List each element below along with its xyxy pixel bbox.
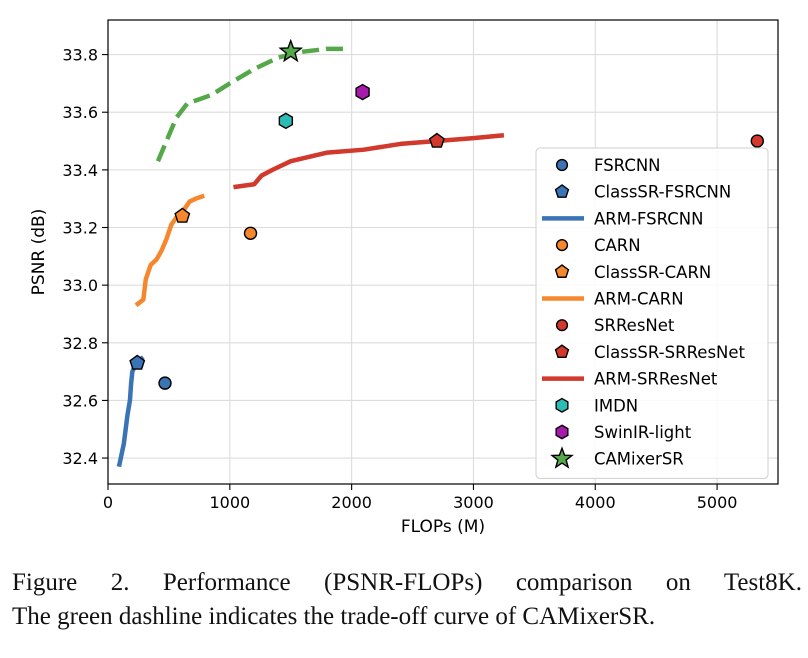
psnr-flops-chart: 0 1000 2000 3000 4000 5000 32.4 32.6 32.8 33.0 33.… [29, 19, 779, 537]
legend-swatch-imdn [555, 397, 569, 413]
series-layer [116, 38, 764, 468]
legend-box [535, 147, 769, 479]
legend-swatch-classsr-srresnet [554, 344, 570, 359]
legend-label-arm-fsrcnn: ARM-FSRCNN [594, 209, 703, 228]
legend-label-arm-srresnet: ARM-SRResNet [594, 370, 718, 389]
x-tick-label: 3000 [453, 493, 494, 512]
point-imdn [278, 112, 294, 130]
point-swinir-light [355, 83, 370, 101]
legend-label-classsr-carn: ClassSR-CARN [594, 263, 711, 282]
series-line-arm-fsrcnn [116, 355, 145, 468]
y-tick-label: 32.8 [62, 334, 98, 353]
legend-label-fsrcnn: FSRCNN [594, 156, 661, 175]
point-classsr-srresnet [428, 132, 445, 148]
x-tick-label: 2000 [331, 493, 372, 512]
legend-label-arm-carn: ARM-CARN [594, 290, 684, 309]
legend-label-srresnet: SRResNet [594, 316, 675, 335]
y-tick-label: 33.0 [62, 276, 98, 295]
legend-swatch-classsr-fsrcnn [554, 184, 570, 198]
x-tick-label: 0 [103, 493, 113, 512]
series-line-arm-carn [134, 193, 205, 308]
legend-swatch-swinir-light [555, 424, 569, 440]
legend-label-classsr-srresnet: ClassSR-SRResNet [594, 343, 746, 362]
y-tick-label: 33.6 [62, 103, 98, 122]
legend: FSRCNN ClassSR-FSRCNN ARM-FSRCNN CARN ClassS… [535, 147, 769, 479]
caption-line-2: The green dashline indicates the trade-o… [12, 603, 656, 630]
plot-frame [107, 19, 779, 485]
y-tick-label: 33.4 [62, 161, 98, 180]
legend-label-carn: CARN [594, 236, 641, 255]
x-tick-label: 1000 [209, 493, 250, 512]
legend-swatch-classsr-carn [554, 264, 570, 278]
x-axis-label: FLOPs (M) [401, 517, 485, 537]
legend-label-imdn: IMDN [594, 396, 638, 415]
point-classsr-carn [174, 207, 191, 223]
legend-swatch-srresnet [555, 319, 569, 332]
y-axis-label: PSNR (dB) [29, 209, 49, 296]
point-carn [243, 226, 258, 240]
caption-line-1: Figure 2. Performance (PSNR-FLOPs) compa… [12, 569, 802, 596]
series-line-arm-srresnet [233, 133, 505, 190]
axes: 0 1000 2000 3000 4000 5000 32.4 32.6 32.8 33.0 33.… [62, 46, 737, 512]
point-camixersr [278, 38, 304, 63]
legend-label-classsr-fsrcnn: ClassSR-FSRCNN [594, 183, 731, 202]
y-tick-label: 32.4 [62, 449, 98, 468]
x-tick-label: 5000 [697, 493, 738, 512]
point-srresnet [750, 134, 764, 148]
legend-swatch-carn [555, 239, 569, 252]
x-tick-label: 4000 [575, 493, 616, 512]
legend-swatch-fsrcnn [555, 158, 569, 172]
legend-label-camixersr: CAMixerSR [594, 450, 684, 469]
point-fsrcnn [158, 376, 172, 390]
legend-label-swinir-light: SwinIR-light [594, 423, 692, 442]
point-classsr-fsrcnn [129, 354, 146, 370]
series-line-camixersr-trade-off [155, 46, 348, 163]
y-tick-label: 33.2 [62, 219, 98, 238]
legend-swatch-camixersr [550, 446, 574, 469]
y-tick-label: 33.8 [62, 46, 98, 65]
figure-caption: Figure 2. Performance (PSNR-FLOPs) compa… [12, 566, 802, 634]
y-tick-label: 32.6 [62, 391, 98, 410]
